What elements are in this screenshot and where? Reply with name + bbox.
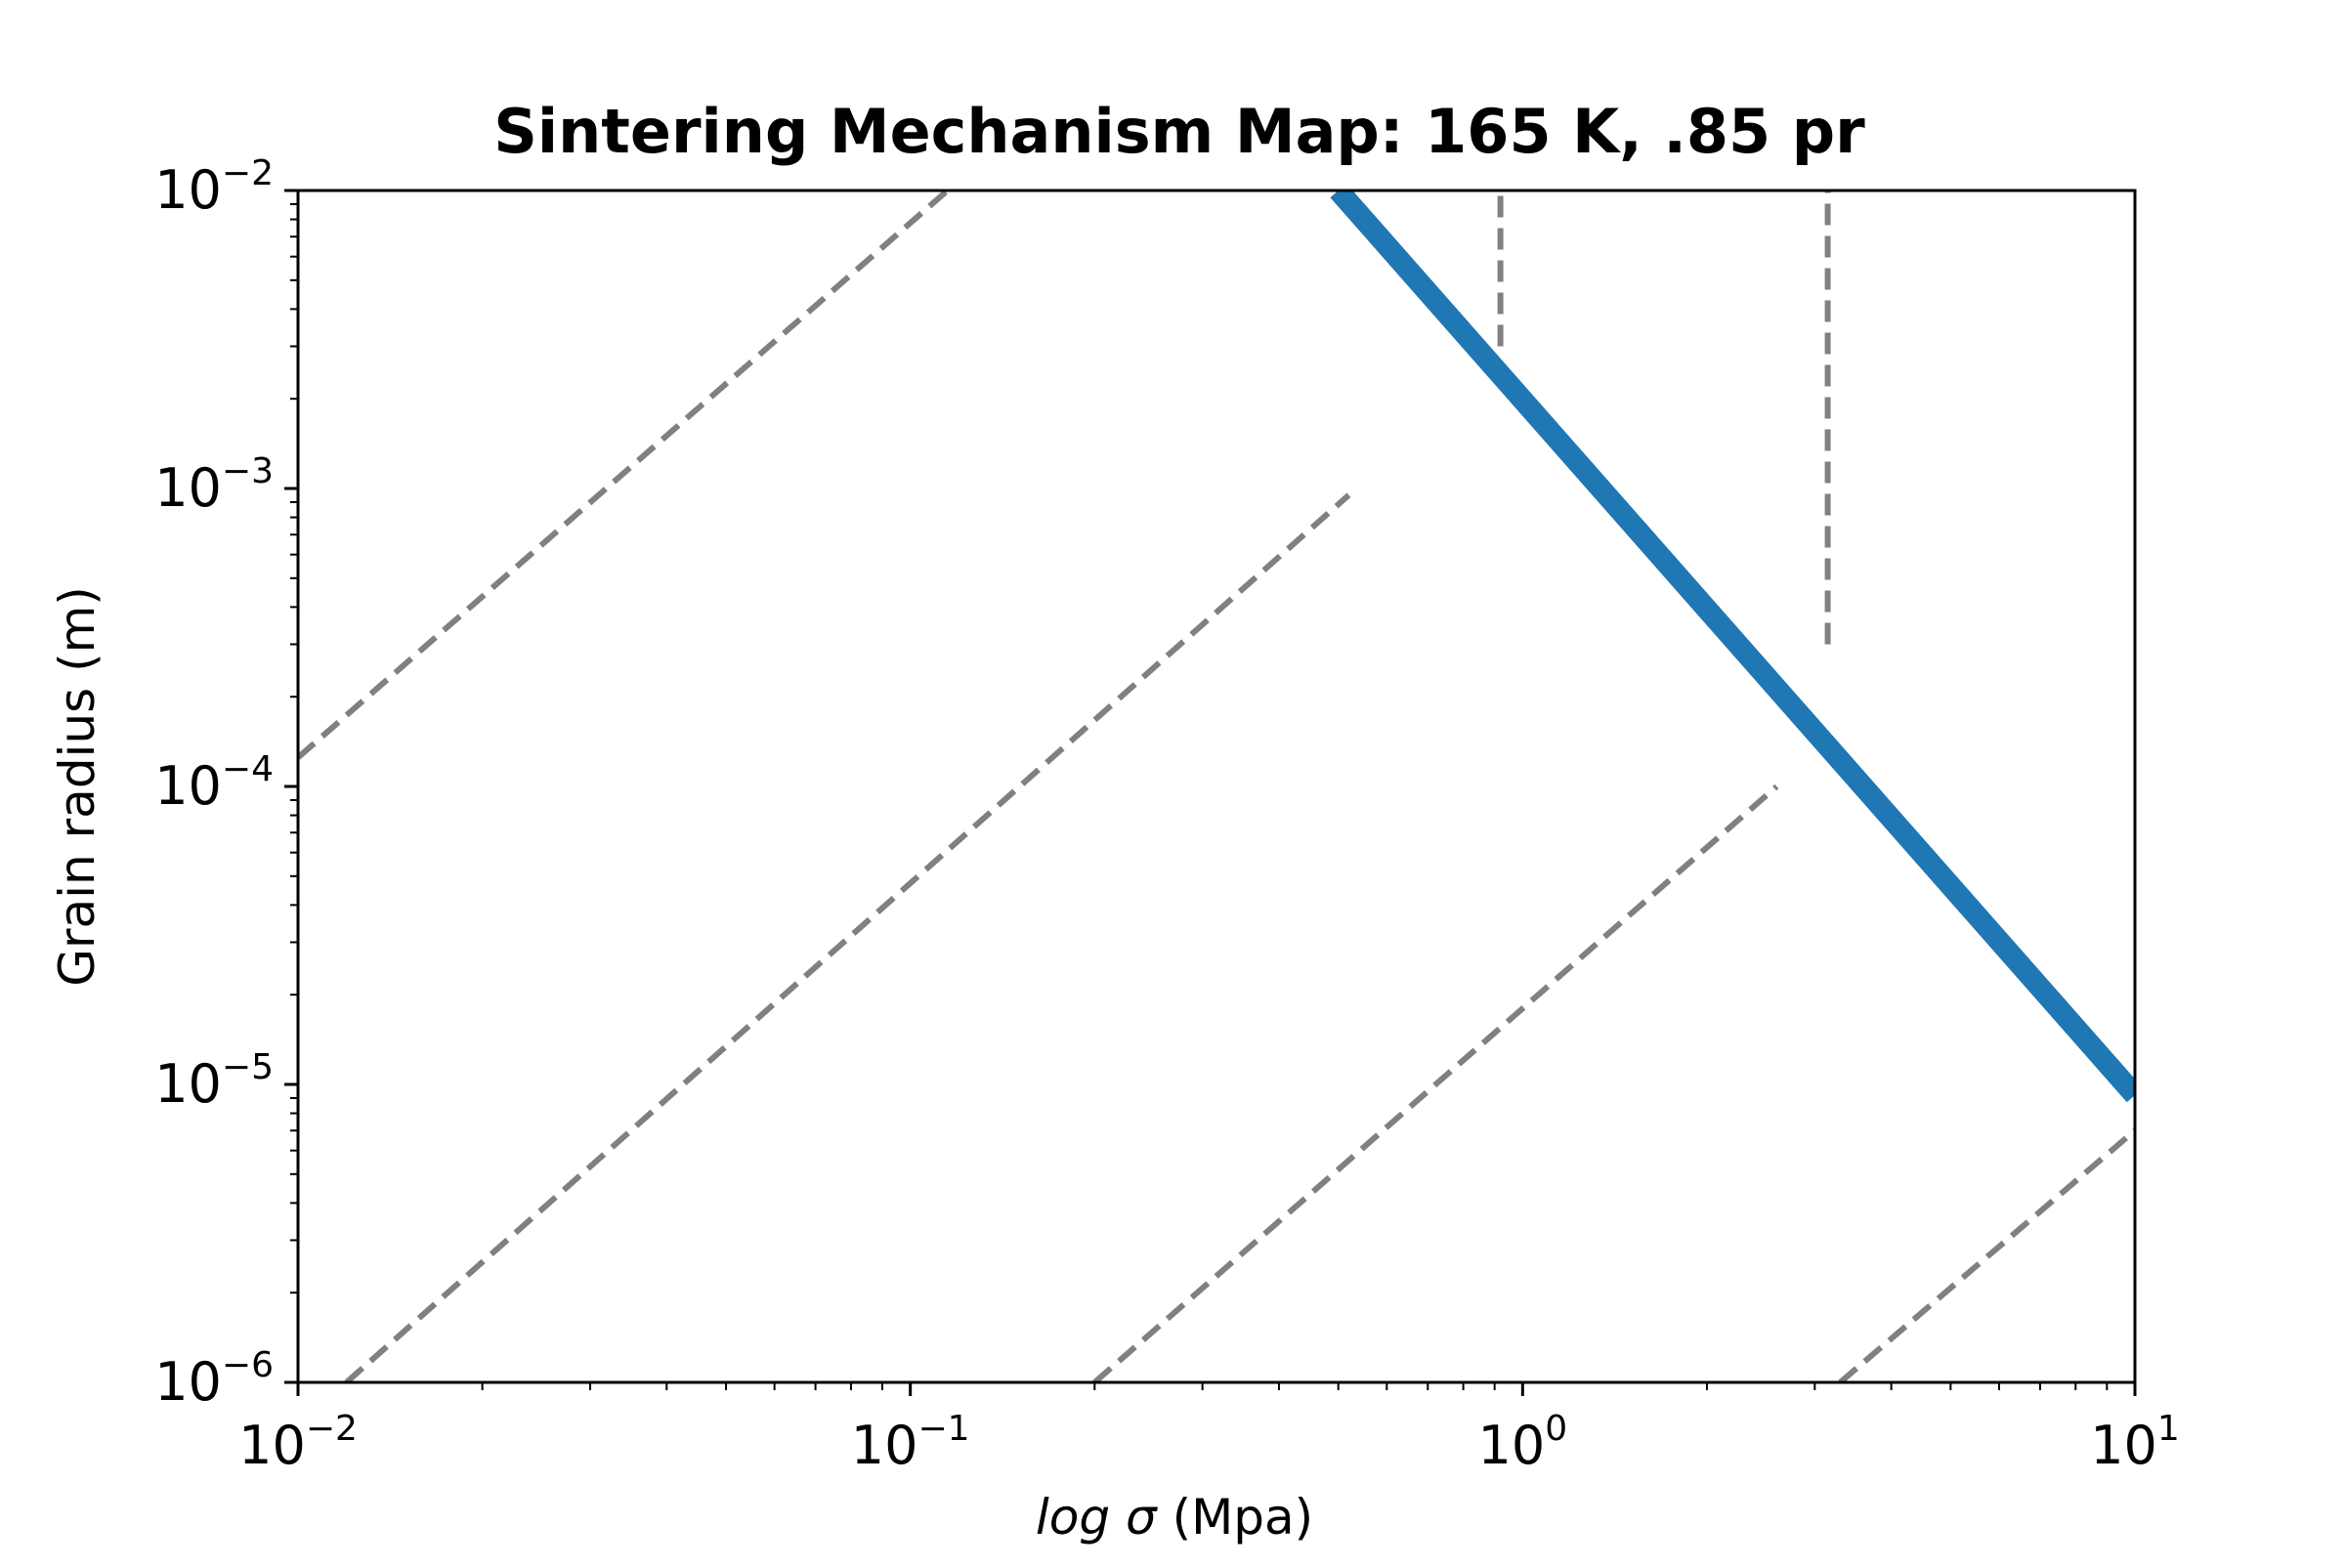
y-tick-label: 10−2 — [154, 153, 274, 221]
y-tick-label: 10−4 — [154, 749, 274, 817]
contour-line-3 — [1092, 784, 1779, 1382]
y-tick-label: 10−6 — [154, 1345, 274, 1413]
contour-line-4 — [1838, 1127, 2135, 1382]
x-tick-label: 100 — [1478, 1409, 1568, 1476]
plot-marks — [298, 191, 2135, 1382]
y-axis-label: Grain radius (m) — [49, 586, 106, 987]
contour-line-2 — [344, 492, 1351, 1382]
chart-title: Sintering Mechanism Map: 165 K, .85 pr — [493, 96, 1865, 167]
axis-ticks: 10−2 10−1 100 101 10−6 10−5 10−4 10−3 10−2 — [154, 153, 2180, 1476]
x-tick-label: 10−2 — [238, 1409, 358, 1476]
y-tick-label: 10−3 — [154, 451, 274, 519]
contour-line-1 — [298, 191, 950, 760]
x-tick-label: 101 — [2090, 1409, 2180, 1476]
x-axis-label: log σ (Mpa) — [1036, 1489, 1313, 1546]
x-axis-label-unit: (Mpa) — [1157, 1489, 1313, 1546]
y-tick-label: 10−5 — [154, 1047, 274, 1115]
x-tick-label: 10−1 — [851, 1409, 970, 1476]
x-axis-label-italic: log σ — [1036, 1489, 1158, 1546]
plot-frame — [296, 189, 2137, 1384]
boundary-line — [1330, 191, 2135, 1103]
